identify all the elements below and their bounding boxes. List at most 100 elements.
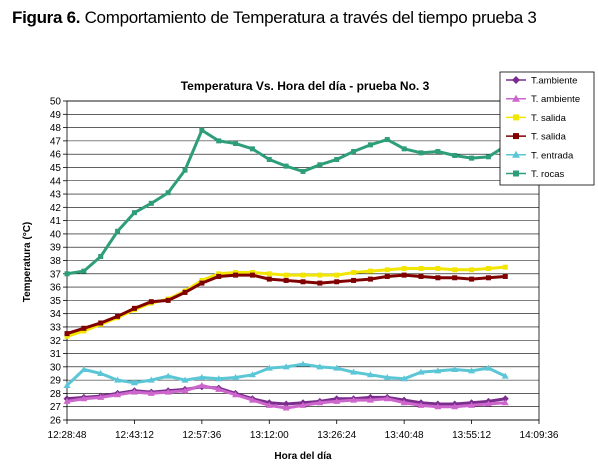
legend-entry: T.ambiente — [531, 76, 577, 87]
y-axis-ticks: 26 27 28 29 30 31 32 33 34 35 36 37 38 39 40 41 42 43 44 45… — [50, 97, 67, 427]
legend-swatch-marker — [513, 133, 519, 140]
y-tick-label: 41 — [50, 216, 62, 227]
data-point — [216, 138, 222, 144]
series-4 — [64, 272, 508, 337]
data-point — [333, 364, 341, 371]
data-point — [350, 396, 358, 403]
data-point — [81, 328, 87, 334]
data-point — [316, 363, 324, 370]
data-point — [199, 127, 205, 133]
data-point — [282, 404, 290, 411]
data-point — [367, 268, 373, 274]
data-point — [248, 396, 256, 403]
data-point — [418, 150, 424, 156]
data-point — [265, 401, 273, 408]
x-tick-label: 13:55:12 — [452, 430, 491, 441]
data-point — [435, 265, 441, 271]
data-point — [164, 372, 172, 379]
y-tick-label: 45 — [50, 163, 62, 174]
data-point — [97, 393, 105, 400]
y-tick-label: 47 — [50, 136, 62, 147]
data-point — [249, 269, 255, 275]
data-point — [266, 271, 272, 277]
data-point — [435, 275, 441, 281]
data-point — [283, 163, 289, 169]
data-point — [80, 395, 88, 402]
data-point — [165, 190, 171, 196]
grid-lines — [67, 100, 539, 421]
data-point — [384, 267, 390, 273]
x-tick-label: 12:28:48 — [48, 430, 87, 441]
y-tick-label: 44 — [50, 176, 62, 187]
data-point — [316, 399, 324, 406]
series-3 — [64, 264, 508, 339]
data-point — [366, 371, 374, 378]
y-tick-label: 35 — [50, 296, 62, 307]
data-point — [299, 360, 307, 367]
data-point — [199, 280, 205, 286]
y-tick-label: 42 — [50, 203, 62, 214]
data-point — [351, 269, 357, 275]
data-point — [265, 364, 273, 371]
legend-swatch-marker — [512, 150, 520, 158]
data-point — [384, 137, 390, 143]
data-point — [165, 297, 171, 303]
y-tick-label: 32 — [50, 336, 62, 347]
data-point — [114, 376, 122, 383]
data-point — [233, 269, 239, 275]
y-tick-label: 40 — [50, 229, 62, 240]
y-tick-label: 37 — [50, 269, 62, 280]
x-tick-label: 13:40:48 — [385, 430, 424, 441]
x-tick-label: 14:09:36 — [520, 430, 559, 441]
y-tick-label: 46 — [50, 150, 62, 161]
data-point — [317, 280, 323, 286]
data-point — [418, 265, 424, 271]
data-point — [299, 401, 307, 408]
data-point — [484, 364, 492, 371]
legend-entry: T. salida — [531, 132, 567, 143]
data-point — [401, 265, 407, 271]
data-point — [485, 265, 491, 271]
data-point — [131, 210, 137, 216]
data-point — [468, 401, 476, 408]
legend-box — [499, 71, 595, 186]
series-group — [63, 127, 509, 411]
series-line — [66, 273, 506, 336]
data-point — [198, 381, 206, 388]
y-tick-label: 34 — [50, 309, 62, 320]
series-1 — [63, 383, 509, 408]
chart-title: Temperatura Vs. Hora del día - prueba No… — [181, 79, 430, 93]
data-point — [282, 363, 290, 370]
data-point — [350, 368, 358, 375]
data-point — [367, 276, 373, 282]
data-point — [502, 264, 508, 270]
data-point — [283, 272, 289, 278]
data-point — [334, 279, 340, 285]
data-point — [266, 276, 272, 282]
data-point — [97, 369, 105, 376]
data-point — [182, 289, 188, 295]
y-axis-label: Temperatura (°C) — [22, 222, 33, 303]
data-point — [80, 365, 88, 372]
data-point — [468, 367, 476, 374]
y-tick-label: 38 — [50, 256, 62, 267]
data-point — [266, 156, 272, 162]
data-point — [147, 376, 155, 383]
data-point — [199, 277, 205, 283]
data-point — [401, 272, 407, 278]
data-point — [181, 376, 189, 383]
data-point — [452, 267, 458, 273]
data-point — [64, 333, 70, 339]
data-point — [334, 156, 340, 162]
data-point — [249, 272, 255, 278]
data-point — [383, 395, 391, 402]
series-5 — [63, 360, 509, 388]
data-point — [232, 373, 240, 380]
x-axis-label: Hora del día — [274, 451, 332, 462]
data-point — [248, 371, 256, 378]
y-tick-label: 28 — [50, 389, 62, 400]
data-point — [130, 388, 138, 395]
data-point — [63, 381, 71, 388]
data-point — [64, 271, 70, 277]
data-point — [64, 331, 70, 337]
